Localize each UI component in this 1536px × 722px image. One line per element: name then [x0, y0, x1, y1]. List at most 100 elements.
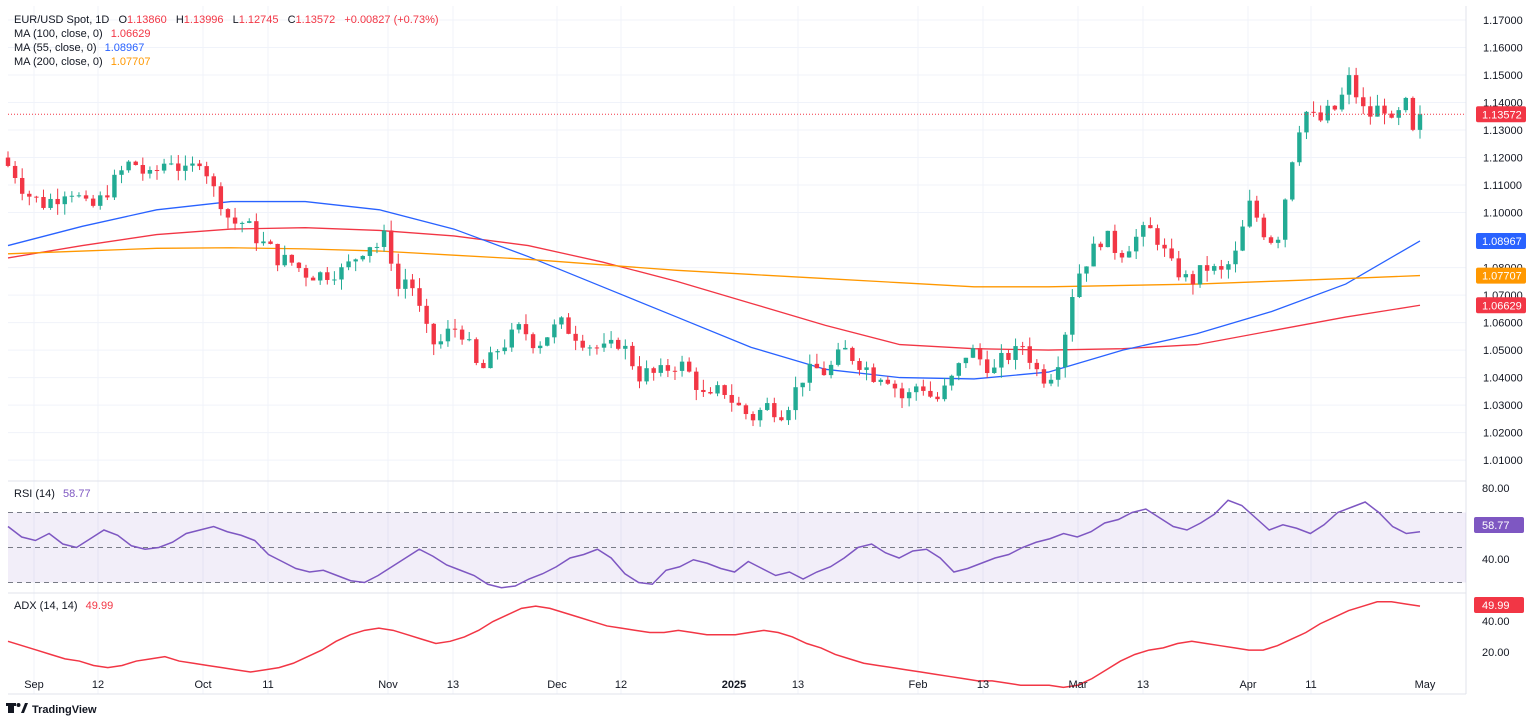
candle-body: [1013, 346, 1018, 360]
candle-body: [608, 339, 614, 344]
candle-body: [1077, 273, 1082, 298]
candle-body: [963, 357, 969, 364]
rsi-pane[interactable]: [7, 499, 1466, 589]
candle-body: [828, 364, 834, 376]
legend-ma100-value: 1.06629: [111, 28, 151, 40]
candle-body: [800, 382, 805, 388]
x-tick-year: 2025: [722, 679, 746, 691]
candle-body: [1070, 297, 1075, 335]
x-tick: 13: [977, 679, 989, 691]
candle-body: [1084, 266, 1089, 274]
brand-name: TradingView: [32, 704, 97, 716]
candle-body: [871, 367, 876, 382]
y-tick-label: 1.13000: [1483, 125, 1523, 137]
legend-ma55[interactable]: MA (55, close, 0) 1.08967: [14, 42, 144, 54]
y-tick-label: 1.12000: [1483, 153, 1523, 165]
candle-body: [325, 272, 330, 280]
rsi-title: RSI (14): [14, 488, 55, 500]
candle-body: [1325, 105, 1330, 121]
x-tick: 13: [447, 679, 459, 691]
candle-body: [765, 403, 770, 410]
candle-body: [580, 340, 585, 348]
price-axis[interactable]: 1.170001.160001.150001.140001.130001.120…: [1483, 15, 1523, 467]
y-tick-label: 1.06000: [1483, 318, 1523, 330]
candle-body: [1268, 237, 1274, 243]
legend-ma55-value: 1.08967: [105, 42, 145, 54]
candle-body: [1212, 266, 1217, 271]
candle-body: [1055, 367, 1061, 380]
candle-body: [1318, 112, 1323, 121]
candle-body: [1091, 243, 1096, 267]
rsi-tick-40: 40.00: [1482, 554, 1510, 566]
candle-body: [1304, 111, 1309, 133]
candle-body: [232, 217, 238, 224]
legend-ma200[interactable]: MA (200, close, 0) 1.07707: [14, 56, 150, 68]
candle-body: [921, 386, 926, 391]
candle-body: [1190, 274, 1196, 285]
candle-body: [190, 163, 195, 166]
price-tag: [1476, 297, 1526, 314]
candle-body: [119, 170, 124, 175]
x-tick: Sep: [24, 679, 44, 691]
rsi-tick-80: 80.00: [1482, 483, 1510, 495]
candle-body: [992, 367, 997, 374]
candle-body: [616, 339, 621, 349]
candle-body: [537, 345, 543, 349]
candle-body: [346, 261, 351, 268]
candle-body: [736, 402, 742, 406]
candle-body: [1204, 265, 1210, 271]
y-tick-label: 1.05000: [1483, 345, 1523, 357]
candle-body: [587, 347, 593, 349]
candle-body: [772, 403, 777, 418]
adx-line: [7, 601, 1421, 689]
candle-body: [516, 324, 522, 330]
candle-body: [1027, 346, 1032, 363]
candle-body: [360, 255, 365, 260]
candle-body: [977, 348, 983, 360]
ma55-line: [7, 200, 1421, 380]
candle-body: [268, 241, 273, 244]
candle-body: [530, 334, 536, 349]
candle-body: [864, 367, 869, 370]
adx-axis[interactable]: 40.00 20.00 49.99: [1474, 597, 1524, 659]
legend-ma100[interactable]: MA (100, close, 0) 1.06629: [14, 28, 150, 40]
adx-tick-20: 20.00: [1482, 647, 1510, 659]
candle-body: [892, 383, 898, 389]
candle-body: [459, 329, 465, 340]
candle-body: [573, 333, 578, 341]
candle-body: [1297, 132, 1302, 163]
candle-body: [105, 195, 110, 198]
candle-body: [1112, 230, 1118, 253]
candle-body: [90, 198, 96, 206]
rsi-legend[interactable]: RSI (14) 58.77: [14, 488, 91, 500]
price-tag: [1476, 232, 1526, 249]
candle-body: [211, 176, 216, 187]
adx-legend[interactable]: ADX (14, 14) 49.99: [14, 600, 113, 612]
candle-body: [417, 288, 422, 306]
candle-body: [1048, 379, 1054, 384]
candle-body: [601, 343, 607, 348]
brand-logo[interactable]: TradingView: [6, 703, 97, 716]
candle-body: [98, 195, 103, 206]
rsi-axis[interactable]: 80.00 40.00 58.77: [1474, 483, 1524, 566]
candle-body: [1389, 113, 1394, 118]
candle-body: [594, 347, 600, 349]
candle-body: [914, 386, 919, 393]
adx-pane[interactable]: [7, 601, 1421, 689]
candle-body: [807, 363, 812, 383]
candle-body: [1063, 334, 1068, 368]
legend[interactable]: EUR/USD Spot, 1D O1.13860 H1.13996 L1.12…: [14, 14, 439, 612]
candle-body: [679, 361, 685, 371]
candle-body: [1353, 75, 1359, 98]
candle-body: [1332, 105, 1338, 110]
rsi-line: [7, 499, 1421, 589]
candle-body: [1105, 230, 1110, 248]
time-axis[interactable]: Sep 12 Oct 11 Nov 13 Dec 12 2025 13 Feb …: [24, 679, 1436, 691]
candle-body: [729, 394, 734, 403]
candle-body: [1169, 248, 1174, 259]
candle-body: [254, 221, 259, 244]
candle-body: [779, 417, 784, 421]
candle-body: [1233, 250, 1238, 265]
